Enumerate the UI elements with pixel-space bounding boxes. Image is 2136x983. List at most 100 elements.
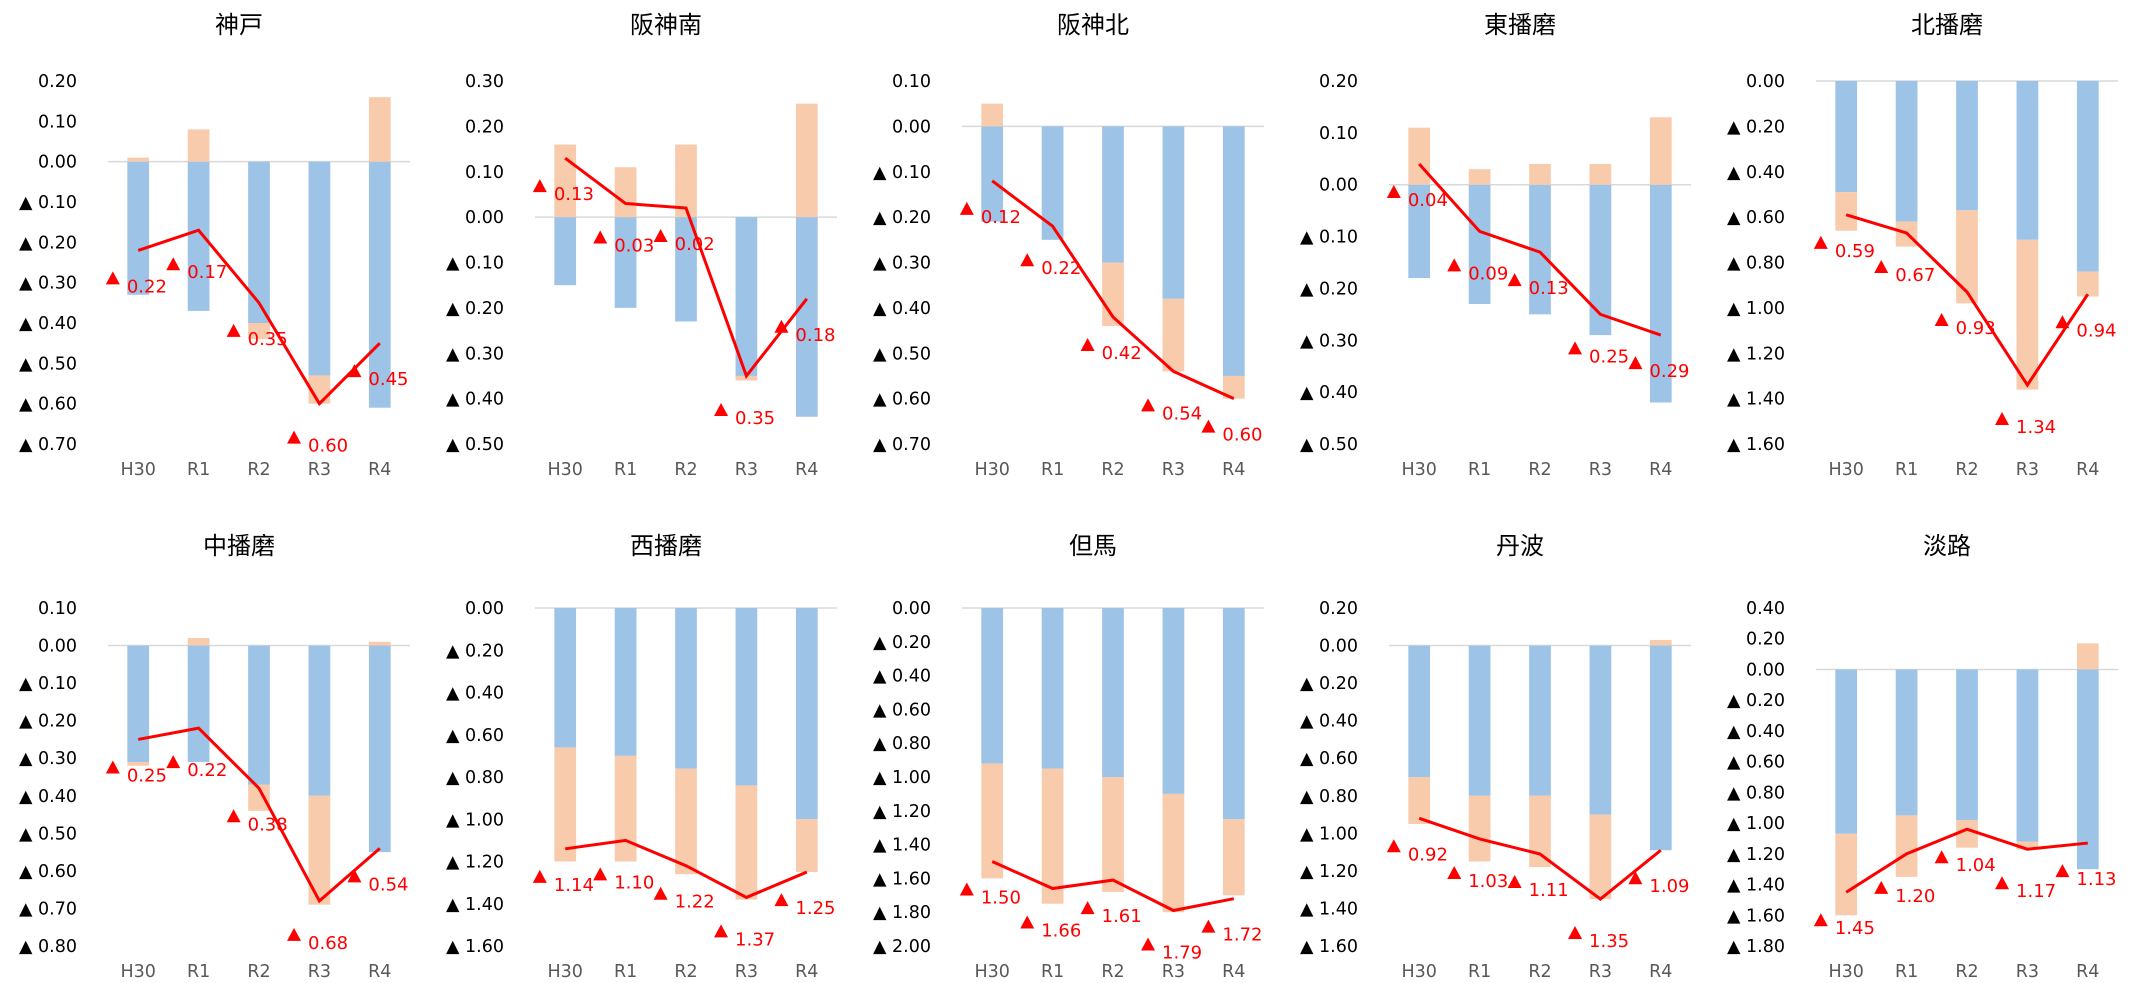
y-tick-label: 0.00 — [892, 599, 931, 619]
y-tick-label: ▲ 0.20 — [446, 641, 504, 661]
y-tick-label: ▲ 0.20 — [873, 633, 931, 653]
y-tick-label: ▲ 0.70 — [873, 435, 931, 455]
x-tick-label: R4 — [795, 962, 818, 982]
data-marker — [105, 760, 120, 774]
y-tick-label: ▲ 0.20 — [1300, 279, 1358, 299]
y-tick-label: 0.00 — [465, 208, 504, 228]
y-tick-label: ▲ 1.20 — [873, 802, 931, 822]
bar-orange — [1102, 777, 1124, 892]
bar-orange — [127, 761, 150, 766]
data-marker — [593, 230, 608, 244]
x-tick-label: R1 — [187, 460, 210, 480]
y-tick-label: ▲ 0.20 — [873, 208, 931, 228]
data-marker — [287, 927, 302, 941]
y-tick-label: ▲ 1.20 — [1727, 344, 1785, 364]
x-tick-label: R4 — [1222, 962, 1245, 982]
bar-orange — [1162, 793, 1185, 913]
y-tick-label: ▲ 0.40 — [19, 787, 77, 807]
data-label: 0.93 — [1956, 318, 1996, 339]
data-label: 0.60 — [308, 436, 348, 457]
bar-orange — [614, 755, 637, 862]
data-label: 0.94 — [2076, 320, 2116, 341]
chart-panel-2: 阪神南 0.30 0.20 0.10 0.00 ▲ 0.10 ▲ 0.20 ▲ 0.30 ▲ 0… — [446, 11, 837, 480]
x-tick-label: R2 — [1101, 962, 1124, 982]
x-tick-label: R3 — [2016, 460, 2039, 480]
bar-orange — [1529, 163, 1551, 185]
y-tick-label: ▲ 0.10 — [1300, 228, 1358, 248]
x-tick-label: R4 — [368, 962, 391, 982]
data-label: 1.25 — [795, 898, 835, 919]
y-tick-label: ▲ 1.60 — [1727, 906, 1785, 926]
data-marker — [287, 430, 302, 444]
bar-orange — [981, 103, 1004, 127]
x-tick-label: R2 — [1955, 962, 1978, 982]
data-marker — [1386, 184, 1401, 198]
y-tick-label: ▲ 0.20 — [1727, 117, 1785, 137]
y-tick-label: ▲ 0.30 — [873, 254, 931, 274]
bar-blue — [2016, 81, 2039, 240]
data-label: 1.20 — [1895, 886, 1935, 907]
total-line — [991, 860, 1235, 913]
bar-orange — [248, 323, 270, 340]
y-tick-label: ▲ 0.70 — [19, 899, 77, 919]
data-label: 0.13 — [554, 184, 594, 205]
y-tick-label: ▲ 0.80 — [19, 937, 77, 957]
chart-title: 阪神南 — [630, 11, 702, 39]
bar-blue — [735, 608, 758, 786]
data-label: 0.38 — [248, 814, 288, 835]
y-tick-label: 0.00 — [1319, 637, 1358, 657]
y-tick-label: ▲ 0.50 — [1300, 435, 1358, 455]
x-tick-label: H30 — [1828, 962, 1863, 982]
data-label: 1.66 — [1041, 921, 1081, 942]
data-marker — [532, 179, 547, 193]
chart-panel-4: 東播磨 0.20 0.10 0.00 ▲ 0.10 ▲ 0.20 ▲ 0.30 ▲ 0.40 ▲… — [1300, 11, 1691, 480]
x-tick-label: H30 — [120, 460, 155, 480]
chart-title: 淡路 — [1923, 532, 1971, 560]
bar-orange — [1835, 192, 1858, 231]
y-tick-label: ▲ 0.20 — [19, 233, 77, 253]
bar-blue — [735, 217, 758, 376]
data-label: 0.25 — [1589, 346, 1629, 367]
data-marker — [774, 319, 789, 333]
y-tick-label: ▲ 0.80 — [1727, 254, 1785, 274]
chart-panel-9: 丹波 0.20 0.00 ▲ 0.20 ▲ 0.40 ▲ 0.60 ▲ 0.80 ▲ 1.00… — [1300, 532, 1691, 982]
y-tick-label: ▲ 1.80 — [873, 903, 931, 923]
bar-blue — [1589, 645, 1612, 815]
bar-orange — [2016, 239, 2039, 390]
y-tick-label: ▲ 0.50 — [446, 435, 504, 455]
data-label: 0.54 — [368, 874, 408, 895]
y-tick-label: 0.20 — [38, 72, 77, 92]
bar-orange — [735, 785, 758, 900]
y-tick-label: ▲ 0.50 — [873, 344, 931, 364]
bar-orange — [1589, 814, 1612, 900]
data-label: 0.17 — [187, 262, 227, 283]
bar-orange — [1589, 163, 1612, 185]
x-tick-label: H30 — [547, 460, 582, 480]
bar-blue — [1468, 184, 1491, 304]
bar-blue — [248, 161, 270, 323]
x-tick-label: R2 — [1528, 962, 1551, 982]
data-marker — [105, 271, 120, 285]
data-label: 0.68 — [308, 933, 348, 954]
x-tick-label: R3 — [1162, 460, 1185, 480]
bar-blue — [1956, 669, 1978, 821]
data-marker — [1386, 839, 1401, 853]
data-label: 0.92 — [1408, 844, 1448, 865]
x-tick-label: R3 — [1589, 460, 1612, 480]
bar-orange — [675, 768, 697, 875]
y-tick-label: ▲ 0.50 — [19, 824, 77, 844]
x-tick-label: R3 — [735, 460, 758, 480]
bar-orange — [248, 784, 270, 811]
data-marker — [1447, 258, 1462, 272]
data-marker — [166, 755, 181, 769]
data-label: 1.79 — [1162, 943, 1202, 964]
x-tick-label: R4 — [368, 460, 391, 480]
data-marker — [1141, 937, 1156, 951]
data-marker — [2055, 864, 2070, 878]
y-tick-label: ▲ 1.80 — [1727, 937, 1785, 957]
y-tick-label: ▲ 0.30 — [446, 344, 504, 364]
y-tick-label: 0.00 — [465, 599, 504, 619]
y-tick-label: ▲ 1.60 — [1727, 435, 1785, 455]
bar-orange — [187, 129, 210, 162]
x-tick-label: R2 — [1955, 460, 1978, 480]
